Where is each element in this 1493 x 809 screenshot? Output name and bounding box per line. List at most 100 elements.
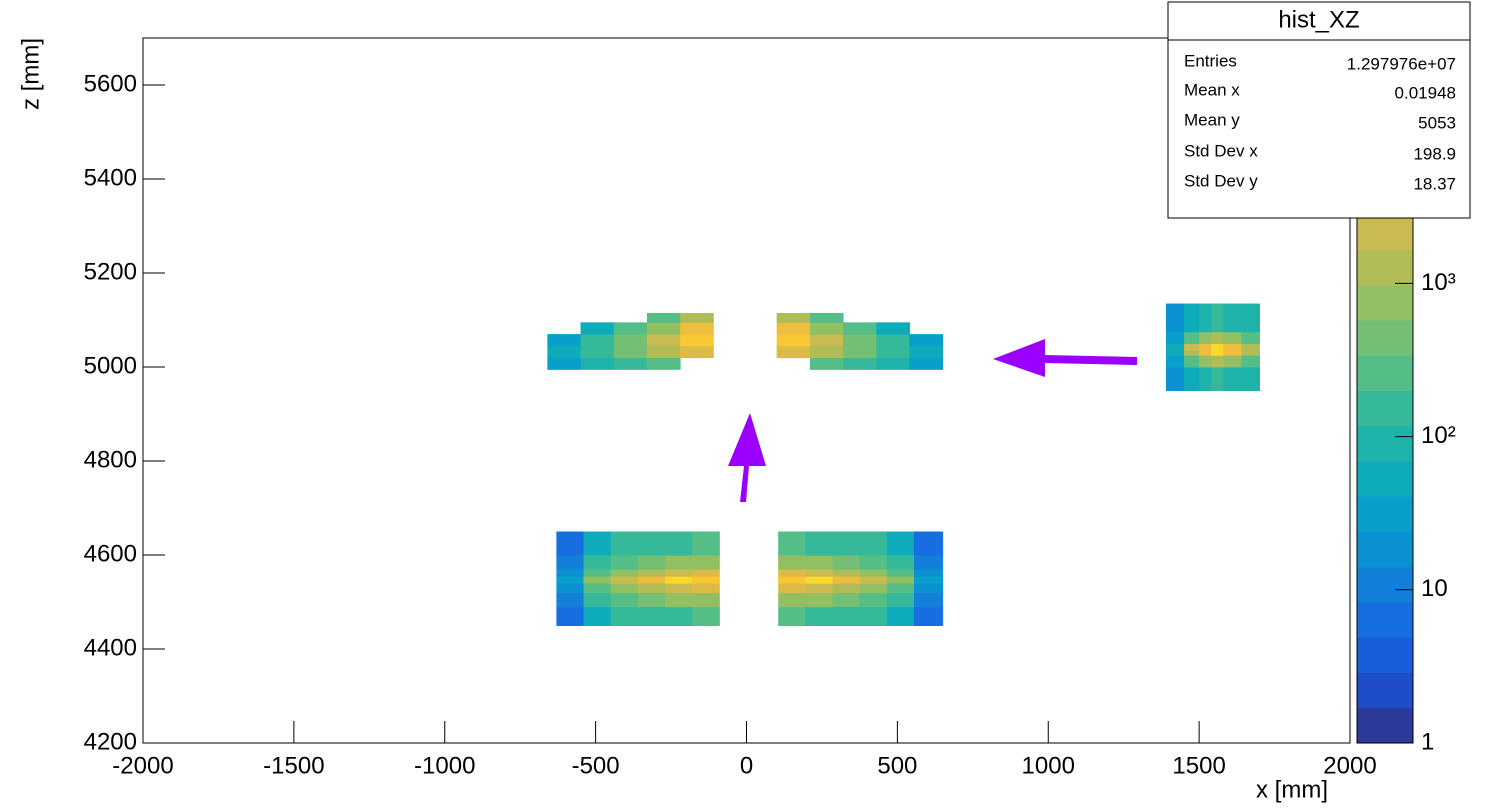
heatmap-cell: [556, 592, 585, 608]
heatmap-cell: [1199, 350, 1212, 356]
stats-name: Std Dev y: [1184, 171, 1258, 190]
color-bar-band: [1357, 355, 1413, 391]
y-tick-label: 5000: [84, 352, 137, 379]
heatmap-cell: [1211, 331, 1224, 344]
heatmap-cell: [613, 322, 648, 335]
x-tick-label: 1500: [1172, 752, 1225, 779]
heatmap-cell: [646, 357, 681, 370]
heatmap-cell: [610, 555, 639, 570]
stats-value: 198.9: [1413, 144, 1456, 163]
heatmap-cell: [859, 555, 888, 570]
heatmap-cell: [886, 569, 915, 577]
heatmap-cell: [886, 606, 915, 626]
heatmap-cell: [859, 531, 888, 556]
heatmap-cell: [832, 583, 861, 594]
heatmap-cell: [1184, 350, 1200, 356]
x-tick-label: -2000: [112, 752, 173, 779]
heatmap-cell: [805, 569, 833, 577]
y-tick-label: 4800: [84, 446, 137, 473]
stats-name: Mean y: [1184, 110, 1240, 129]
heatmap-cell: [843, 322, 877, 335]
heatmap-cell: [876, 322, 910, 335]
heatmap-cell: [859, 592, 888, 608]
heatmap-cell: [1211, 350, 1224, 356]
heatmap-cell: [556, 569, 585, 577]
heatmap-cell: [776, 322, 811, 335]
y-tick-label: 4200: [84, 728, 137, 755]
heatmap-cell: [583, 569, 612, 577]
heatmap-cell: [1223, 350, 1242, 356]
arrows: [728, 339, 1137, 502]
heatmap-cell: [913, 583, 944, 594]
heatmap-cell: [1165, 350, 1185, 356]
heatmap-cell: [1199, 331, 1212, 344]
heatmap-cell: [913, 576, 944, 584]
heatmap-cell: [778, 583, 806, 594]
stats-box: hist_XZ Entries 1.297976e+07 Mean x 0.01948…: [1167, 1, 1471, 219]
heatmap-cell: [1211, 367, 1224, 391]
heatmap-cell: [913, 569, 944, 577]
color-bar-band: [1357, 461, 1413, 497]
heatmap-cell: [637, 531, 666, 556]
heatmap-cell: [1184, 367, 1200, 391]
heatmap-cell: [886, 555, 915, 570]
heatmap-cell: [583, 555, 612, 570]
heatmap-cell: [859, 583, 888, 594]
heatmap-cell: [1223, 303, 1242, 333]
heatmap-cell: [580, 345, 615, 359]
x-tick-label: 0: [740, 752, 753, 779]
heatmap-cell: [886, 531, 915, 556]
z-tick-label: 10²: [1421, 422, 1456, 449]
heatmap-cell: [637, 555, 666, 570]
color-bar-band: [1357, 637, 1413, 673]
heatmap-cell: [1241, 367, 1260, 391]
heatmap-cell: [547, 334, 582, 347]
heatmap-cell: [613, 357, 648, 370]
heatmap-cell: [692, 576, 720, 584]
color-bar-band: [1357, 390, 1413, 427]
heatmap-cell: [646, 322, 681, 335]
y-tick-label: 5600: [84, 70, 137, 97]
heatmap-cell: [805, 576, 833, 584]
heatmap-cell: [665, 606, 693, 626]
heatmap-cell: [680, 334, 714, 347]
heatmap-cell: [805, 531, 833, 556]
heatmap-cell: [1165, 303, 1185, 333]
heatmap-cell: [646, 345, 681, 359]
heatmap-cell: [832, 592, 861, 608]
heatmap-cell: [809, 357, 844, 370]
heatmap-cell: [692, 583, 720, 594]
x-tick-label: -500: [572, 752, 620, 779]
heatmap-cell: [637, 569, 666, 577]
heatmap-cell: [692, 531, 720, 556]
heatmap-cell: [832, 606, 861, 626]
stats-name: Mean x: [1184, 80, 1240, 99]
heatmap-cell: [805, 606, 833, 626]
color-bar-band: [1357, 531, 1413, 568]
heatmap-cell: [692, 592, 720, 608]
heatmap-cell: [1223, 355, 1242, 368]
heatmap-cell: [1165, 343, 1185, 352]
heatmap-cell: [776, 312, 811, 323]
heatmap-cell: [886, 592, 915, 608]
heatmap-cell: [776, 334, 811, 347]
heatmap-cell: [876, 345, 910, 359]
heatmap-cell: [610, 592, 639, 608]
stats-frame: [1167, 1, 1471, 219]
heatmap-cell: [909, 345, 944, 359]
heatmap-cell: [1211, 303, 1224, 333]
heatmap-cell: [610, 576, 639, 584]
heatmap-cell: [580, 334, 615, 347]
y-tick-label: 5200: [84, 258, 137, 285]
heatmap-cell: [859, 606, 888, 626]
heatmap-cell: [1199, 355, 1212, 368]
heatmap-cell: [832, 555, 861, 570]
heatmap-cell: [547, 357, 582, 370]
heatmap-cell: [637, 576, 666, 584]
stats-name: Entries: [1184, 51, 1237, 70]
stats-value: 5053: [1418, 113, 1456, 132]
heatmap-cell: [680, 345, 714, 359]
heatmap-cell: [809, 312, 844, 323]
heatmap-cell: [1199, 343, 1212, 352]
stats-value: 18.37: [1413, 174, 1456, 193]
